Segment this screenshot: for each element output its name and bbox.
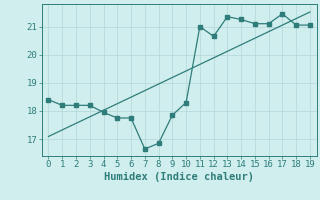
X-axis label: Humidex (Indice chaleur): Humidex (Indice chaleur) <box>104 172 254 182</box>
